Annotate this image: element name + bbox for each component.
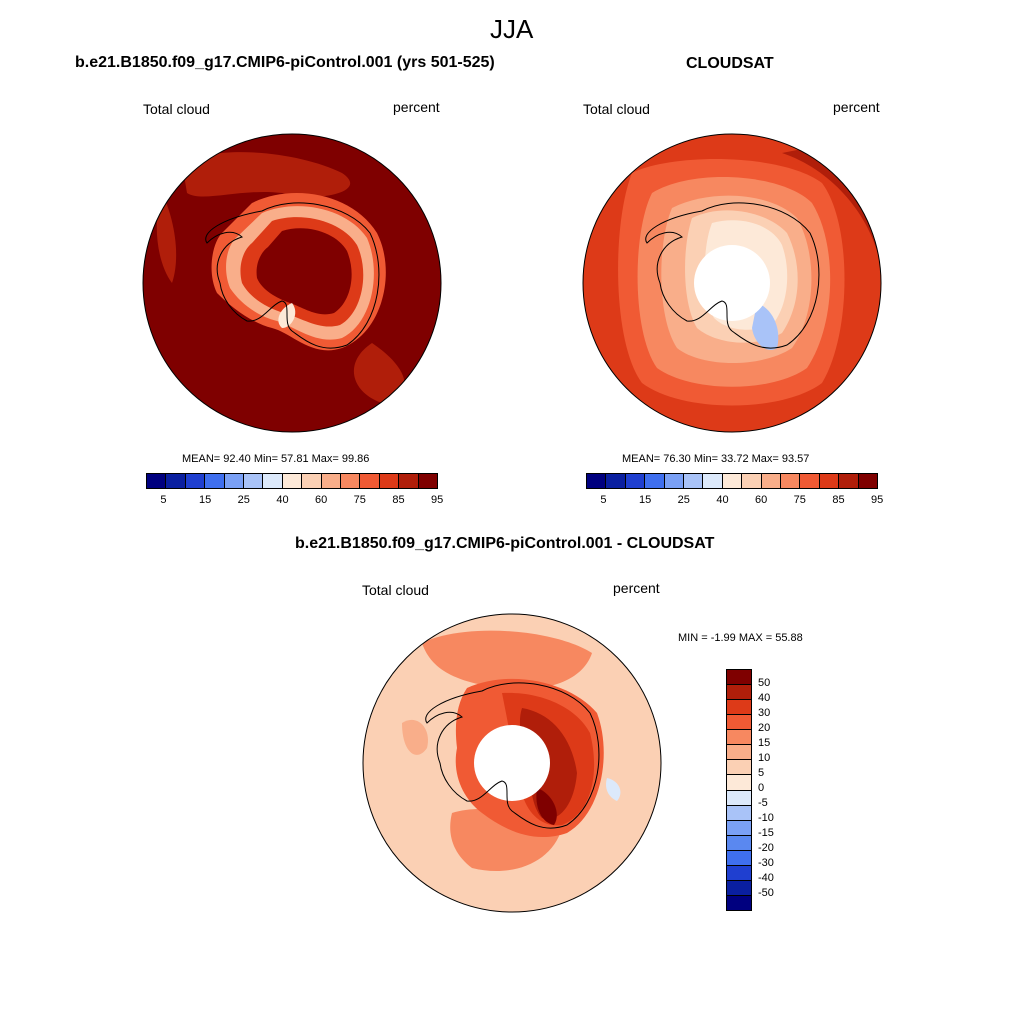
colorbar-swatch <box>727 745 751 761</box>
colorbar-tick-label: -30 <box>758 857 774 869</box>
colorbar-tick-label: -50 <box>758 887 774 899</box>
colorbar-model <box>146 473 438 489</box>
colorbar-swatch <box>263 474 283 488</box>
panel-model-stats: MEAN= 92.40 Min= 57.81 Max= 99.86 <box>182 453 370 465</box>
panel-model-units: percent <box>393 99 440 115</box>
colorbar-tick-label: 20 <box>758 722 771 734</box>
colorbar-swatch <box>722 474 743 488</box>
colorbar-tick-label: 85 <box>832 494 845 506</box>
colorbar-swatch <box>727 880 751 896</box>
colorbar-swatch <box>839 474 859 488</box>
colorbar-tick-label: 60 <box>315 494 328 506</box>
colorbar-swatch <box>727 820 751 836</box>
colorbar-swatch <box>360 474 380 488</box>
colorbar-swatch <box>727 895 751 910</box>
colorbar-swatch <box>684 474 704 488</box>
colorbar-swatch <box>625 474 646 488</box>
colorbar-swatch <box>418 474 438 488</box>
colorbar-swatch <box>282 474 303 488</box>
colorbar-tick-label: -20 <box>758 842 774 854</box>
colorbar-tick-label: 40 <box>276 494 289 506</box>
colorbar-tick-label: 95 <box>871 494 884 506</box>
colorbar-tick-label: 25 <box>237 494 250 506</box>
colorbar-swatch <box>727 865 751 881</box>
colorbar-swatch <box>224 474 245 488</box>
colorbar-model-ticks: 5 15 25 40 60 75 85 95 <box>146 494 443 508</box>
colorbar-tick-label: 5 <box>600 494 607 506</box>
colorbar-swatch <box>341 474 361 488</box>
colorbar-swatch <box>244 474 264 488</box>
colorbar-swatch <box>606 474 626 488</box>
panel-obs-title: CLOUDSAT <box>686 55 774 72</box>
panel-obs-variable: Total cloud <box>583 101 650 117</box>
colorbar-swatch <box>587 474 607 488</box>
colorbar-tick-label: 50 <box>758 677 771 689</box>
colorbar-swatch <box>703 474 723 488</box>
map-model <box>142 133 442 433</box>
colorbar-tick-label: -5 <box>758 797 768 809</box>
colorbar-swatch <box>645 474 665 488</box>
colorbar-swatch <box>819 474 840 488</box>
panel-model-variable: Total cloud <box>143 101 210 117</box>
colorbar-swatch <box>302 474 322 488</box>
colorbar-swatch <box>379 474 400 488</box>
colorbar-tick-label: 95 <box>431 494 444 506</box>
colorbar-tick-label: -15 <box>758 827 774 839</box>
colorbar-tick-label: 25 <box>677 494 690 506</box>
colorbar-swatch <box>727 850 751 866</box>
colorbar-swatch <box>727 805 751 821</box>
colorbar-swatch <box>147 474 167 488</box>
colorbar-tick-label: 5 <box>758 767 765 779</box>
colorbar-obs <box>586 473 878 489</box>
colorbar-swatch <box>727 775 751 791</box>
colorbar-tick-label: 60 <box>755 494 768 506</box>
panel-diff-title: b.e21.B1850.f09_g17.CMIP6-piControl.001 … <box>295 535 715 552</box>
colorbar-obs-ticks: 5 15 25 40 60 75 85 95 <box>586 494 883 508</box>
colorbar-swatch <box>205 474 225 488</box>
colorbar-tick-label: 10 <box>758 752 771 764</box>
map-obs <box>582 133 882 433</box>
colorbar-swatch <box>664 474 685 488</box>
panel-obs-stats: MEAN= 76.30 Min= 33.72 Max= 93.57 <box>622 453 810 465</box>
colorbar-tick-label: 15 <box>758 737 771 749</box>
colorbar-tick-label: 5 <box>160 494 167 506</box>
colorbar-tick-label: -10 <box>758 812 774 824</box>
colorbar-swatch <box>399 474 419 488</box>
colorbar-swatch <box>727 700 751 716</box>
panel-diff-stats: MIN = -1.99 MAX = 55.88 <box>678 632 803 644</box>
colorbar-tick-label: 75 <box>353 494 366 506</box>
colorbar-tick-label: 0 <box>758 782 765 794</box>
colorbar-swatch <box>858 474 878 488</box>
map-diff <box>362 613 662 913</box>
colorbar-swatch <box>727 715 751 731</box>
colorbar-tick-label: 30 <box>758 707 771 719</box>
colorbar-tick-label: 15 <box>639 494 652 506</box>
figure-title: JJA <box>490 14 534 44</box>
colorbar-tick-label: -40 <box>758 872 774 884</box>
panel-obs-units: percent <box>833 99 880 115</box>
colorbar-tick-label: 40 <box>716 494 729 506</box>
colorbar-tick-label: 85 <box>392 494 405 506</box>
colorbar-swatch <box>761 474 782 488</box>
colorbar-swatch <box>727 835 751 851</box>
colorbar-swatch <box>727 670 751 686</box>
colorbar-swatch <box>781 474 801 488</box>
colorbar-tick-label: 75 <box>793 494 806 506</box>
colorbar-swatch <box>727 685 751 701</box>
colorbar-swatch <box>321 474 342 488</box>
colorbar-swatch <box>727 790 751 806</box>
colorbar-swatch <box>727 730 751 746</box>
colorbar-swatch <box>742 474 762 488</box>
colorbar-tick-label: 15 <box>199 494 212 506</box>
colorbar-swatch <box>727 760 751 776</box>
panel-diff-units: percent <box>613 580 660 596</box>
colorbar-tick-label: 40 <box>758 692 771 704</box>
panel-model-title: b.e21.B1850.f09_g17.CMIP6-piControl.001 … <box>75 54 495 71</box>
colorbar-swatch <box>185 474 206 488</box>
colorbar-swatch <box>166 474 186 488</box>
colorbar-swatch <box>800 474 820 488</box>
colorbar-diff <box>726 669 752 911</box>
colorbar-diff-ticks: 50 40 30 20 15 10 5 0 -5 -10 -15 -20 -30 -40 -50 <box>758 669 798 909</box>
panel-diff-variable: Total cloud <box>362 582 429 598</box>
